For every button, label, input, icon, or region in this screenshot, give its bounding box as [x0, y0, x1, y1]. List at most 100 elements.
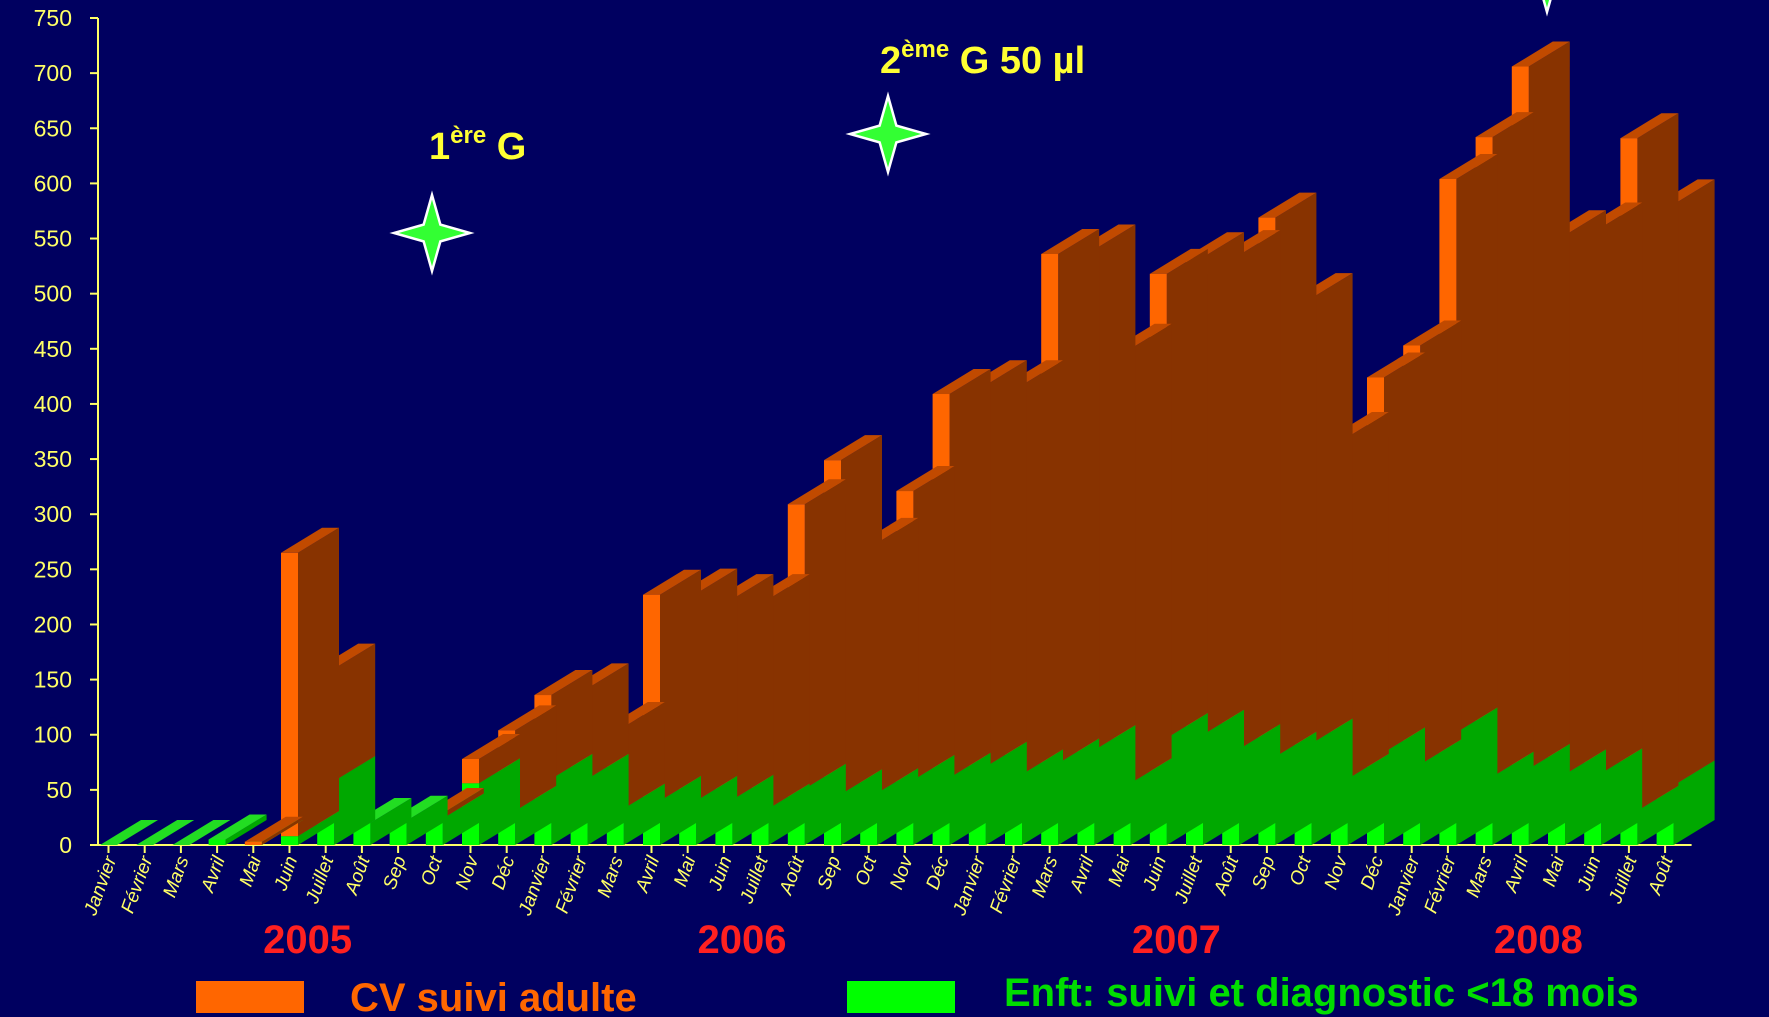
- orange-bar-side: [334, 643, 376, 782]
- green-bar-side: [1058, 738, 1100, 845]
- green-bar-top: [136, 820, 195, 845]
- x-tick-label: Mars: [1463, 853, 1497, 900]
- green-bar-side: [1347, 753, 1389, 845]
- orange-bar-top: [643, 569, 701, 595]
- orange-bar-side: [660, 569, 701, 801]
- orange-bar-side: [985, 360, 1027, 767]
- orange-bar-side: [1347, 412, 1389, 779]
- orange-bar-side: [1094, 224, 1136, 751]
- green-bar-side: [479, 758, 520, 845]
- orange-bar-side: [442, 788, 484, 819]
- x-tick-label: Août: [1210, 853, 1244, 899]
- x-tick-label: Janvier: [949, 853, 990, 919]
- x-tick-label: Mars: [594, 853, 628, 900]
- orange-bar-side: [1528, 41, 1570, 769]
- annotation-1ere-g: 1ère G: [429, 122, 526, 168]
- green-bar-side: [515, 785, 557, 845]
- y-tick-label: 750: [34, 5, 72, 31]
- axes: [90, 17, 1692, 853]
- orange-bar-front: [281, 552, 298, 837]
- orange-bar-side: [1203, 232, 1244, 735]
- orange-bar-top: [1403, 320, 1462, 346]
- orange-bar-side: [1456, 153, 1498, 733]
- x-tick-label: Janvier: [1383, 853, 1424, 919]
- orange-bar-side: [913, 466, 955, 780]
- orange-bar-side: [1130, 323, 1172, 784]
- green-bar-front: [208, 839, 226, 845]
- green-bar-side: [225, 814, 267, 845]
- x-tick-label: Juillet: [1605, 853, 1642, 907]
- orange-bar-side: [261, 816, 303, 845]
- orange-bar-side: [696, 568, 738, 801]
- x-tick-label: Juillet: [302, 853, 339, 907]
- x-tick-label: Déc: [923, 853, 954, 892]
- x-tick-label: Janvier: [80, 853, 121, 919]
- green-bar-side: [732, 774, 774, 845]
- year-label: 2005: [263, 918, 352, 962]
- y-tick-label: 300: [34, 501, 72, 527]
- y-tick-label: 400: [34, 391, 72, 417]
- orange-bar-side: [298, 527, 339, 837]
- green-bar-side: [1601, 748, 1643, 845]
- orange-bar-side: [804, 479, 846, 789]
- green-bar-top: [208, 814, 267, 840]
- green-bar-side: [1203, 709, 1244, 845]
- y-tick-label: 200: [34, 611, 72, 637]
- y-tick-label: 600: [34, 170, 72, 196]
- green-bar-side: [370, 797, 412, 845]
- x-tick-label: Juillet: [1171, 853, 1208, 907]
- y-tick-label: 350: [34, 446, 72, 472]
- green-bar-top: [100, 820, 158, 845]
- orange-bar-side: [1022, 360, 1063, 775]
- orange-bar-side: [732, 574, 774, 800]
- green-bar-side: [1492, 751, 1534, 845]
- legend: CV suivi adulte Enft: suivi et diagnostic…: [196, 971, 1639, 1017]
- x-tick-label: Mars: [1028, 853, 1062, 900]
- orange-bar-top: [244, 816, 303, 842]
- orange-bar-side: [551, 670, 593, 779]
- y-tick-label: 450: [34, 336, 72, 362]
- green-bar-side: [696, 775, 738, 845]
- orange-bar-top: [1367, 352, 1425, 378]
- x-tick-label: Mai: [236, 853, 266, 890]
- x-tick-label: Avril: [632, 853, 665, 896]
- green-bar-side: [1130, 758, 1172, 845]
- orange-bar-side: [623, 702, 665, 809]
- orange-bar-side: [1311, 273, 1353, 744]
- green-bar-side: [985, 741, 1027, 845]
- orange-bar-top: [462, 733, 520, 759]
- orange-bar-side: [1492, 112, 1534, 777]
- x-tick-label: Oct: [852, 853, 882, 889]
- bar-5: [281, 527, 339, 845]
- green-bar-side: [298, 811, 339, 845]
- y-tick-label: 650: [34, 115, 72, 141]
- annotation-2eme-g: 2ème G 50 µl: [880, 36, 1085, 82]
- green-bar-side: [623, 783, 665, 845]
- bars: [100, 41, 1715, 845]
- orange-bar-side: [1565, 210, 1606, 775]
- x-tick-label: Février: [1421, 853, 1461, 916]
- orange-bar-side: [841, 435, 882, 795]
- legend-label-orange: CV suivi adulte: [350, 976, 637, 1017]
- y-tick-label: 0: [59, 832, 72, 858]
- x-tick-label: Août: [776, 853, 810, 899]
- annotations: 1ère G 2ème G 50 µl: [389, 0, 1552, 276]
- year-label: 2006: [698, 918, 787, 962]
- x-tick-label: Nov: [1321, 852, 1353, 892]
- green-bar-side: [1673, 760, 1715, 845]
- x-tick-label: Juin: [1139, 854, 1171, 895]
- green-bar-side: [587, 753, 629, 845]
- green-bar-front: [281, 836, 298, 845]
- x-tick-label: Mai: [670, 853, 700, 890]
- star-marker-1: [389, 190, 475, 276]
- green-bar-side: [1022, 749, 1063, 845]
- y-tick-label: 500: [34, 281, 72, 307]
- green-bar-side: [949, 752, 991, 845]
- legend-swatch-green: [847, 981, 955, 1013]
- orange-bar-top: [498, 705, 557, 731]
- orange-bar-side: [1384, 352, 1425, 753]
- orange-bar-side: [949, 369, 991, 778]
- orange-bar-side: [768, 574, 810, 809]
- green-bar-side: [1239, 724, 1281, 845]
